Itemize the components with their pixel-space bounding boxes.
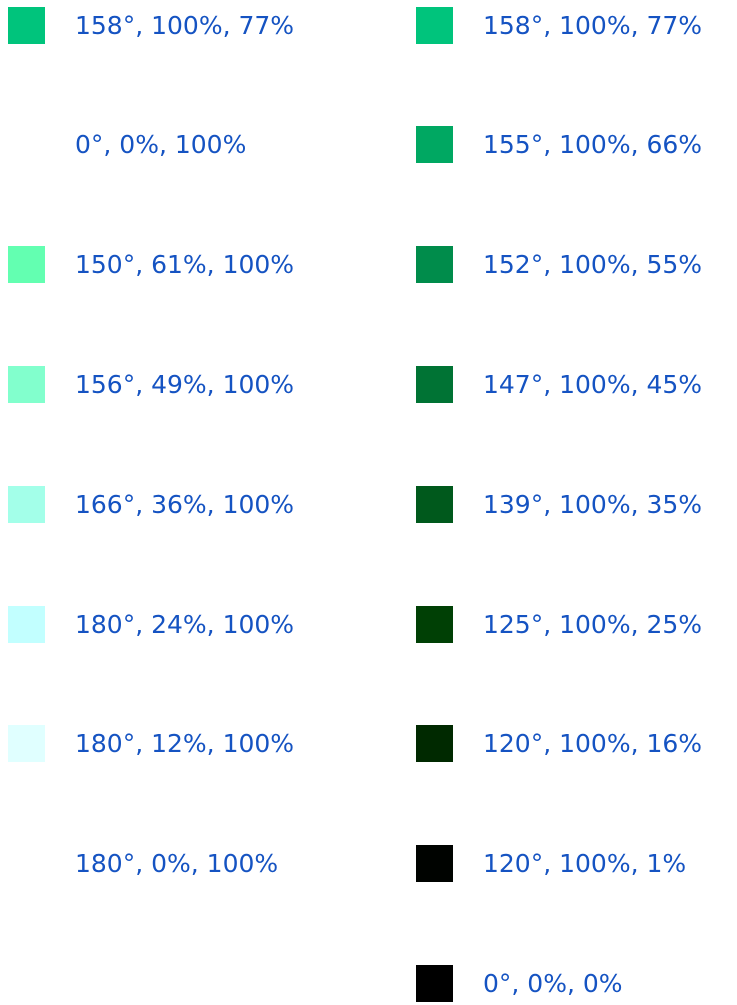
color-item: 166°, 36%, 100%: [8, 485, 294, 523]
color-label: 0°, 0%, 100%: [75, 130, 247, 160]
color-item: 125°, 100%, 25%: [416, 605, 702, 643]
color-swatch: [416, 365, 453, 403]
color-item: 147°, 100%, 45%: [416, 365, 702, 403]
color-label: 147°, 100%, 45%: [483, 369, 703, 399]
color-item: 158°, 100%, 77%: [8, 6, 294, 44]
color-label: 180°, 24%, 100%: [75, 609, 295, 639]
color-item: 139°, 100%, 35%: [416, 485, 702, 523]
color-item: 180°, 24%, 100%: [8, 605, 294, 643]
color-label: 158°, 100%, 77%: [75, 10, 295, 40]
color-swatch: [8, 126, 45, 164]
color-item: 0°, 0%, 0%: [416, 964, 623, 1002]
color-label: 150°, 61%, 100%: [75, 250, 295, 280]
color-item: 156°, 49%, 100%: [8, 365, 294, 403]
color-swatch: [8, 605, 45, 643]
color-label: 166°, 36%, 100%: [75, 489, 295, 519]
color-swatch: [8, 246, 45, 284]
color-swatch: [416, 845, 453, 883]
color-swatch: [416, 964, 453, 1002]
color-label: 155°, 100%, 66%: [483, 130, 703, 160]
color-item: 155°, 100%, 66%: [416, 126, 702, 164]
color-label: 158°, 100%, 77%: [483, 10, 703, 40]
color-swatch: [416, 6, 453, 44]
color-item: 120°, 100%, 1%: [416, 845, 686, 883]
color-label: 139°, 100%, 35%: [483, 489, 703, 519]
color-swatch: [8, 365, 45, 403]
color-label: 156°, 49%, 100%: [75, 369, 295, 399]
color-label: 120°, 100%, 16%: [483, 729, 703, 759]
color-swatch: [416, 246, 453, 284]
color-swatch: [416, 605, 453, 643]
color-item: 158°, 100%, 77%: [416, 6, 702, 44]
color-label: 0°, 0%, 0%: [483, 968, 623, 998]
color-item: 180°, 12%, 100%: [8, 725, 294, 763]
color-swatch: [416, 725, 453, 763]
color-item: 150°, 61%, 100%: [8, 246, 294, 284]
color-item: 0°, 0%, 100%: [8, 126, 246, 164]
color-item: 180°, 0%, 100%: [8, 845, 278, 883]
color-swatch: [8, 725, 45, 763]
color-swatch: [8, 6, 45, 44]
color-label: 120°, 100%, 1%: [483, 849, 687, 879]
color-swatch: [416, 485, 453, 523]
color-label: 180°, 0%, 100%: [75, 849, 279, 879]
color-swatch: [8, 845, 45, 883]
color-swatch: [416, 126, 453, 164]
color-item: 152°, 100%, 55%: [416, 246, 702, 284]
color-item: 120°, 100%, 16%: [416, 725, 702, 763]
color-label: 125°, 100%, 25%: [483, 609, 703, 639]
color-label: 180°, 12%, 100%: [75, 729, 295, 759]
color-swatch: [8, 485, 45, 523]
color-label: 152°, 100%, 55%: [483, 250, 703, 280]
